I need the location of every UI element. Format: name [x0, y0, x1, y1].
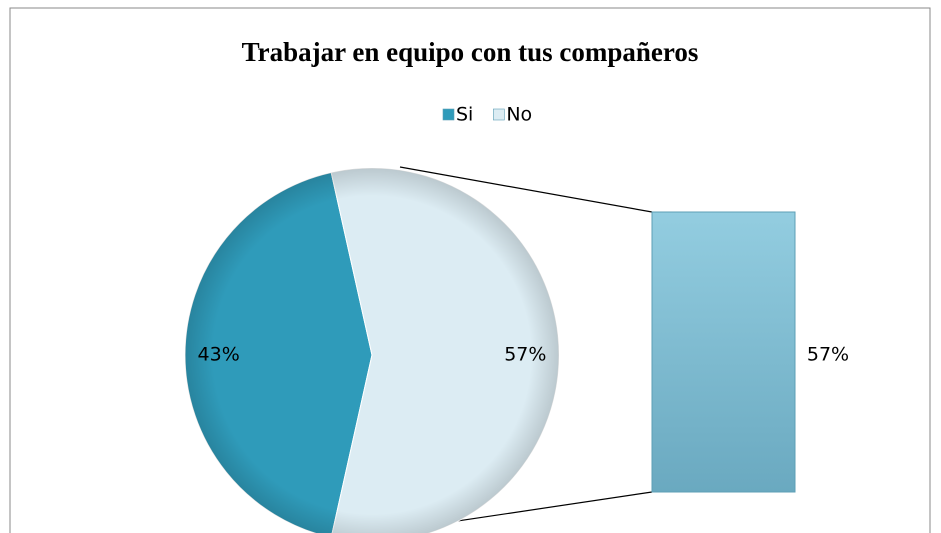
pie-shade	[185, 168, 559, 533]
connector	[399, 166, 653, 213]
legend-label: Si	[456, 104, 473, 126]
bar	[651, 211, 796, 493]
legend-swatch	[493, 108, 505, 121]
chart-title: Trabajar en equipo con tus compañeros	[242, 37, 699, 67]
legend-swatch	[442, 108, 455, 121]
legend-label: No	[506, 104, 532, 126]
bar-label: 57%	[807, 344, 849, 366]
